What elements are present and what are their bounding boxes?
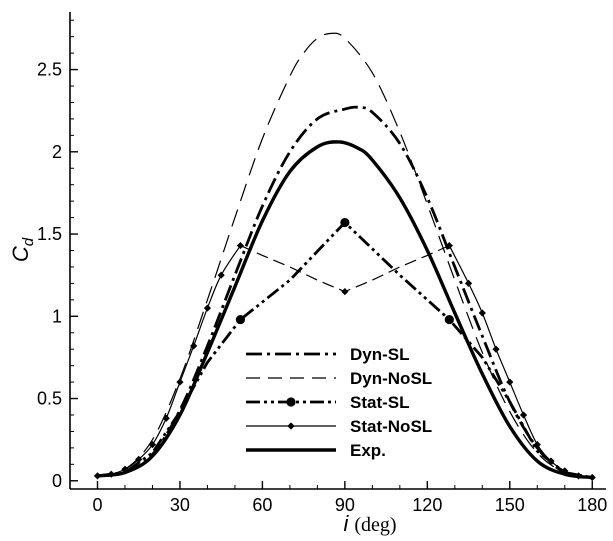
series-line: [97, 140, 593, 480]
legend-label: Exp.: [350, 441, 386, 460]
series-line: [240, 245, 450, 293]
data-point: [533, 440, 541, 449]
legend-marker: [287, 422, 295, 430]
x-tick-label: 120: [412, 495, 442, 515]
legend-item: Stat-NoSL: [246, 417, 432, 436]
data-point: [121, 465, 129, 473]
legend-label: Stat-SL: [350, 393, 410, 412]
legend-marker: [286, 397, 296, 407]
x-tick-label: 150: [495, 495, 525, 515]
x-axis-title: i (deg): [343, 511, 396, 536]
y-tick-label: 2: [52, 142, 62, 162]
data-point: [561, 467, 569, 475]
data-point: [547, 457, 555, 465]
data-point: [162, 414, 170, 422]
y-axis-title: Cd: [8, 237, 37, 262]
data-point: [478, 309, 486, 317]
data-point: [176, 378, 184, 386]
series-line: [97, 32, 593, 479]
series-dyn-nosl: [97, 32, 593, 479]
series-dyn-sl: [97, 105, 593, 479]
x-axis-title-unit: (deg): [354, 514, 396, 536]
data-point: [492, 345, 500, 353]
x-tick-label: 90: [335, 495, 355, 515]
x-tick-label: 30: [170, 495, 190, 515]
series-layer: [93, 32, 596, 482]
data-point: [444, 314, 454, 325]
y-tick-label: 2.5: [37, 60, 62, 80]
data-point: [217, 271, 225, 279]
x-tick-label: 60: [252, 495, 272, 515]
data-point: [135, 455, 143, 463]
y-tick-label: 0.5: [37, 389, 62, 409]
y-tick-label: 1: [52, 306, 62, 326]
x-axis-title-main: i: [343, 511, 349, 536]
data-point: [148, 440, 157, 449]
data-point: [464, 279, 473, 287]
data-point: [340, 217, 350, 228]
data-point: [236, 241, 245, 250]
data-point: [519, 411, 528, 419]
data-point: [190, 342, 198, 350]
legend-item: Dyn-SL: [246, 345, 410, 364]
legend-item: Exp.: [246, 441, 386, 460]
axes: [69, 12, 606, 490]
legend-label: Dyn-SL: [350, 345, 410, 364]
x-tick-label: 180: [577, 495, 607, 515]
series-exp-: [97, 140, 593, 480]
y-tick-label: 0: [52, 471, 62, 491]
y-tick-label: 1.5: [37, 224, 62, 244]
legend-item: Stat-SL: [246, 393, 410, 412]
ticks: 0 30 60 90 120 150 180 0 0.5 1 1.5 2 2.5: [37, 19, 607, 515]
data-point: [341, 288, 349, 296]
y-axis-title-subscript: d: [20, 237, 37, 246]
data-point: [235, 314, 246, 325]
series-stat-nosl: [93, 241, 596, 482]
legend: Dyn-SL Dyn-NoSL Stat-SL Stat-NoSL Exp.: [246, 345, 432, 460]
data-point: [445, 241, 453, 250]
y-axis-title-main: C: [8, 246, 33, 262]
data-point: [203, 304, 212, 312]
series-line: [97, 245, 241, 477]
data-point: [506, 378, 514, 386]
legend-label: Stat-NoSL: [350, 417, 432, 436]
x-tick-label: 0: [92, 495, 102, 515]
legend-item: Dyn-NoSL: [246, 369, 432, 388]
legend-label: Dyn-NoSL: [350, 369, 432, 388]
series-line: [97, 105, 593, 479]
series-stat-sl: [97, 217, 593, 479]
